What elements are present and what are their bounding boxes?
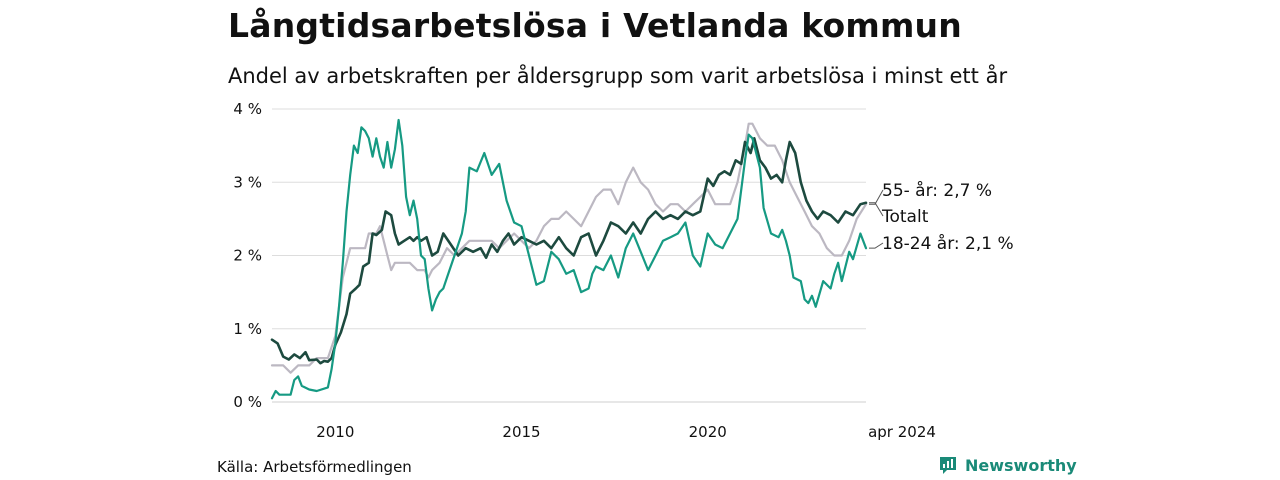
x-tick-label: 2020 <box>689 423 727 441</box>
newsworthy-logo-icon <box>940 457 956 474</box>
series-line-senior <box>270 122 868 374</box>
gridlines <box>272 108 866 403</box>
series-lines <box>270 118 868 400</box>
x-tick-label: apr 2024 <box>868 423 936 441</box>
chart-title: Långtidsarbetslösa i Vetlanda kommun <box>228 6 962 45</box>
leader-line-senior <box>869 189 884 205</box>
y-tick-label: 2 % <box>233 247 262 265</box>
x-tick-label: 2010 <box>316 423 354 441</box>
y-tick-label: 1 % <box>233 320 262 338</box>
chart-subtitle: Andel av arbetskraften per åldersgrupp s… <box>228 64 1008 88</box>
series-line-totalt <box>270 137 868 365</box>
y-tick-label: 4 % <box>233 100 262 118</box>
leader-line-youth <box>869 242 884 249</box>
series-line-youth <box>270 118 868 400</box>
brand-logo: Newsworthy <box>938 455 1077 475</box>
brand-name: Newsworthy <box>965 455 1077 475</box>
series-end-label-youth: 18-24 år: 2,1 % <box>882 233 1014 254</box>
leader-line-totalt <box>869 202 884 217</box>
source-note: Källa: Arbetsförmedlingen <box>217 458 412 476</box>
y-tick-label: 0 % <box>233 393 262 411</box>
x-axis-labels: 2010 2015 2020 apr 2024 <box>316 423 936 441</box>
y-axis-labels: 0 % 1 % 2 % 3 % 4 % <box>233 100 262 411</box>
series-end-label-totalt: Totalt <box>881 207 929 227</box>
series-end-label-senior: 55- år: 2,7 % <box>882 180 992 201</box>
x-tick-label: 2015 <box>502 423 540 441</box>
y-tick-label: 3 % <box>233 173 262 191</box>
series-end-labels: 55- år: 2,7 % Totalt 18-24 år: 2,1 % <box>869 180 1014 254</box>
